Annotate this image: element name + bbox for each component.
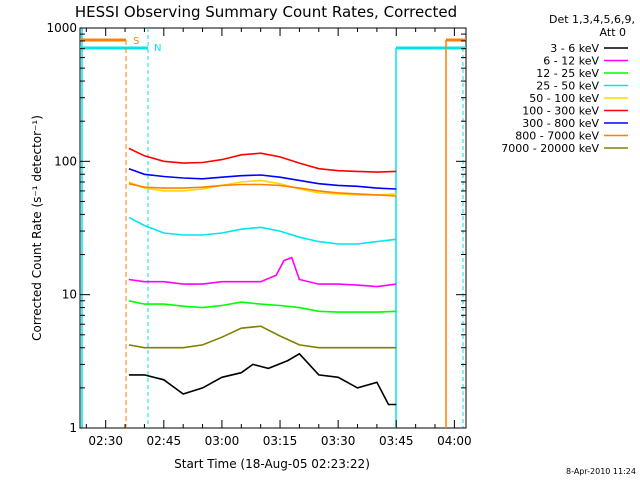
night-label: N (154, 43, 161, 54)
series-line-1 (128, 352, 397, 406)
footer-date: 8-Apr-2010 11:24 (566, 467, 636, 476)
y-tick-label: 100 (54, 154, 77, 168)
plot-border (79, 27, 467, 429)
chart-title: HESSI Observing Summary Count Rates, Cor… (75, 3, 457, 21)
series-line-7 (128, 167, 397, 190)
y-tick-label: 10 (62, 288, 77, 302)
y-tick-label: 1000 (46, 21, 77, 35)
series-line-5 (128, 179, 397, 196)
legend-header-line-1: Det 1,3,4,5,6,9, (549, 13, 635, 26)
x-tick-label: 03:15 (263, 434, 298, 448)
legend-label-2: 6 - 12 keV (543, 55, 599, 68)
legend-label-8: 800 - 7000 keV (515, 130, 599, 143)
series-line-8 (128, 182, 397, 197)
y-tick-label: 1 (69, 421, 77, 435)
legend-label-9: 7000 - 20000 keV (501, 142, 599, 155)
x-tick-label: 02:45 (147, 434, 182, 448)
x-tick-label: 03:45 (379, 434, 414, 448)
plot-frame (79, 27, 467, 429)
series-layer (128, 147, 397, 406)
series-line-6 (128, 147, 397, 173)
series-line-9 (128, 325, 397, 349)
legend-label-6: 100 - 300 keV (522, 105, 599, 118)
flag-markers: SN (80, 28, 466, 428)
x-tick-label: 04:00 (437, 434, 472, 448)
legend-label-7: 300 - 800 keV (522, 117, 599, 130)
axes: 02:30 02:45 03:00 03:15 03:30 03:45 04:00 1 10 10… (46, 21, 471, 448)
legend-label-3: 12 - 25 keV (536, 67, 599, 80)
x-tick-label: 03:30 (321, 434, 356, 448)
x-axis-label: Start Time (18-Aug-05 02:23:22) (174, 457, 370, 471)
series-line-4 (128, 216, 397, 245)
y-axis-label: Corrected Count Rate (s⁻¹ detector⁻¹) (30, 115, 44, 341)
legend-label-4: 25 - 50 keV (536, 80, 599, 93)
series-line-3 (128, 300, 397, 313)
series-line-2 (128, 256, 397, 288)
x-tick-label: 02:30 (88, 434, 123, 448)
legend-label-1: 3 - 6 keV (550, 42, 599, 55)
saa-label: S (133, 36, 139, 47)
legend-label-5: 50 - 100 keV (529, 92, 599, 105)
x-tick-label: 03:00 (205, 434, 240, 448)
legend-header-line-2: Att 0 (600, 26, 626, 39)
